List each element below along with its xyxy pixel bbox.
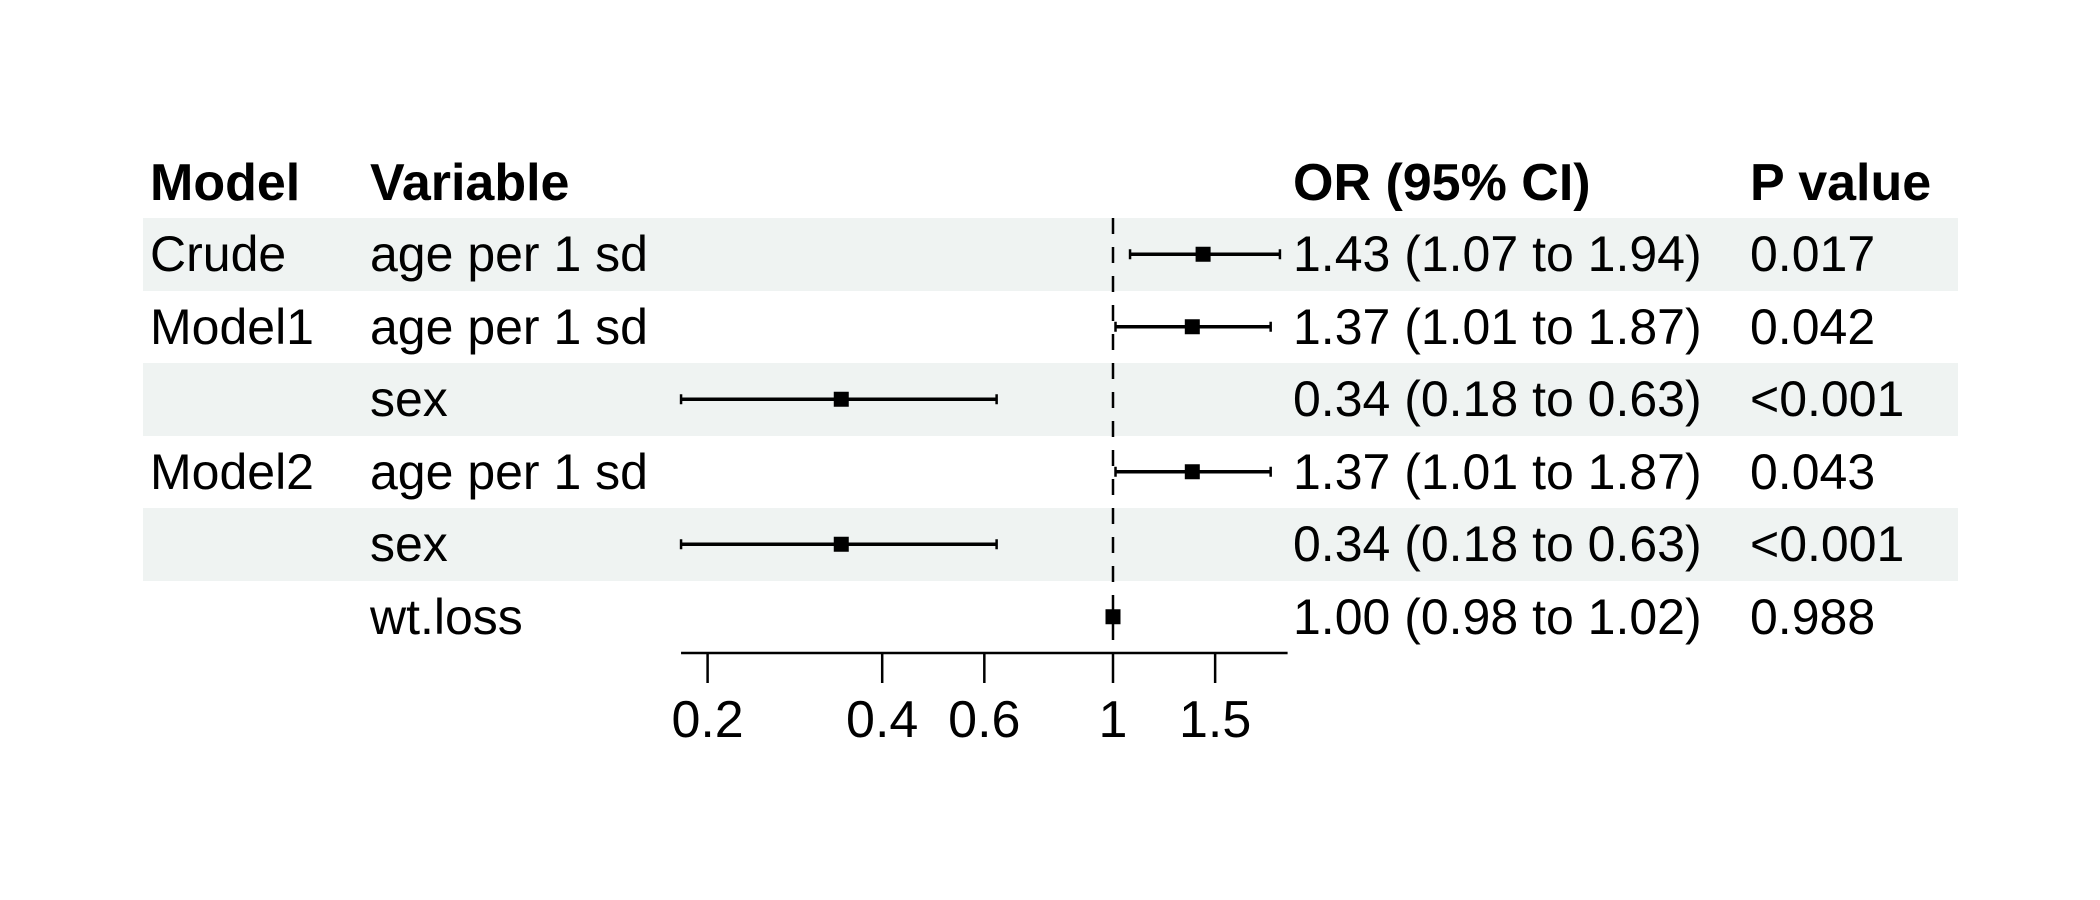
row-variable-label: age per 1 sd (370, 443, 648, 500)
point-estimate-marker (1105, 609, 1121, 625)
row-or-ci-value: 1.37 (1.01 to 1.87) (1293, 443, 1702, 500)
row-p-value: <0.001 (1750, 516, 1905, 573)
row-p-value: 0.988 (1750, 588, 1876, 645)
column-header-or-ci: OR (95% CI) (1293, 154, 1591, 212)
row-model-label: Crude (150, 226, 287, 283)
row-variable-label: sex (370, 371, 448, 428)
row-or-ci-value: 1.43 (1.07 to 1.94) (1293, 226, 1702, 283)
x-axis-tick-label: 0.6 (948, 691, 1020, 749)
x-axis-tick-label: 1.5 (1179, 691, 1251, 749)
row-model-label: Model1 (150, 298, 314, 355)
table-row-stripe (143, 218, 1958, 291)
row-or-ci-value: 0.34 (0.18 to 0.63) (1293, 371, 1702, 428)
row-p-value: 0.017 (1750, 226, 1876, 283)
x-axis-tick-label: 0.4 (846, 691, 918, 749)
row-p-value: 0.043 (1750, 443, 1876, 500)
row-or-ci-value: 1.37 (1.01 to 1.87) (1293, 298, 1702, 355)
row-variable-label: age per 1 sd (370, 226, 648, 283)
x-axis-tick-label: 1 (1099, 691, 1128, 749)
point-estimate-marker (1184, 464, 1200, 480)
point-estimate-marker (833, 391, 849, 407)
point-estimate-marker (1195, 246, 1211, 262)
x-axis-tick-label: 0.2 (671, 691, 743, 749)
column-header-model: Model (150, 154, 301, 212)
row-variable-label: age per 1 sd (370, 298, 648, 355)
row-or-ci-value: 1.00 (0.98 to 1.02) (1293, 588, 1702, 645)
column-header-variable: Variable (370, 154, 570, 212)
column-header-p-value: P value (1750, 154, 1932, 212)
table-row-stripe (143, 363, 1958, 436)
row-or-ci-value: 0.34 (0.18 to 0.63) (1293, 516, 1702, 573)
row-model-label: Model2 (150, 443, 314, 500)
row-variable-label: sex (370, 516, 448, 573)
point-estimate-marker (833, 536, 849, 552)
row-variable-label: wt.loss (370, 588, 523, 645)
row-p-value: <0.001 (1750, 371, 1905, 428)
table-row-stripe (143, 508, 1958, 581)
row-p-value: 0.042 (1750, 298, 1876, 355)
point-estimate-marker (1184, 319, 1200, 335)
